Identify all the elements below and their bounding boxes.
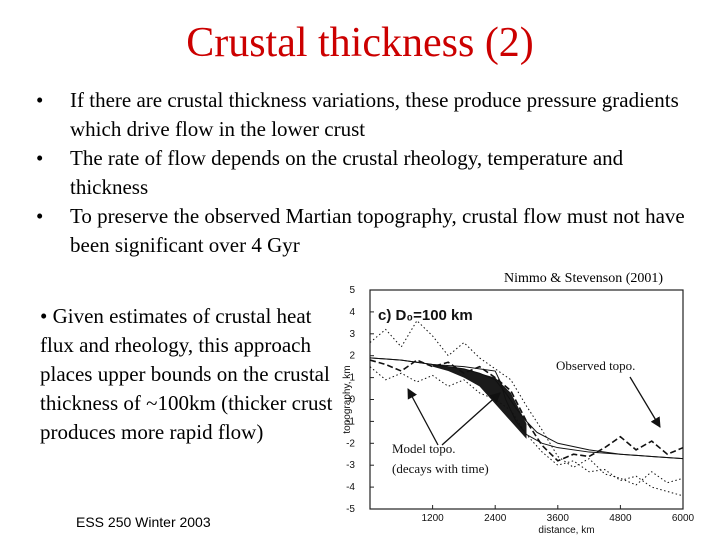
model-arrow-left (407, 388, 439, 446)
footer-text: ESS 250 Winter 2003 (76, 514, 211, 530)
model-topo-label: Model topo. (392, 441, 456, 456)
model-arrow-right (441, 392, 501, 446)
y-tick-label: 2 (349, 351, 355, 362)
x-tick-label: 2400 (484, 513, 507, 524)
y-tick-label: -2 (346, 438, 355, 449)
y-tick-label: -5 (346, 504, 355, 515)
y-tick-label: -3 (346, 460, 355, 471)
y-tick-label: 5 (349, 285, 355, 296)
panel-label: c) D₀=100 km (378, 307, 473, 324)
citation: Nimmo & Stevenson (2001) (504, 271, 664, 286)
y-tick-label: 1 (349, 373, 355, 384)
series-line-3 (369, 357, 684, 460)
model-band (432, 364, 527, 439)
y-tick-label: 4 (349, 307, 355, 318)
series-line-4 (369, 357, 684, 460)
model-topo-sublabel: (decays with time) (392, 461, 489, 476)
bullet-item: To preserve the observed Martian topogra… (30, 202, 700, 260)
observed-arrow (629, 376, 661, 428)
y-axis-label: topography, km (342, 365, 353, 433)
y-tick-label: 0 (349, 395, 355, 406)
series-line-0 (369, 359, 684, 462)
x-tick-label: 1200 (421, 513, 444, 524)
bullet-list: If there are crustal thickness variation… (30, 86, 700, 260)
y-tick-label: -4 (346, 482, 355, 493)
observed-topo-label: Observed topo. (556, 358, 635, 373)
topography-figure: 5 4 3 2 1 0 -1 -2 -3 -4 -5 1200 2400 3600 4800 6000 dist… (342, 285, 695, 536)
slide-title: Crustal thickness (2) (186, 20, 534, 66)
bullet-item: The rate of flow depends on the crustal … (30, 144, 700, 202)
bullet-item: If there are crustal thickness variation… (30, 86, 700, 144)
x-axis-label: distance, km (538, 525, 594, 536)
series-line-1 (369, 319, 684, 486)
x-tick-label: 3600 (547, 513, 570, 524)
y-tick-label: -1 (346, 416, 355, 427)
series-line-2 (369, 366, 684, 497)
y-tick-label: 3 (349, 329, 355, 340)
left-paragraph: • Given estimates of crustal heat flux a… (40, 304, 333, 444)
x-tick-label: 4800 (609, 513, 632, 524)
x-tick-label: 6000 (672, 513, 695, 524)
